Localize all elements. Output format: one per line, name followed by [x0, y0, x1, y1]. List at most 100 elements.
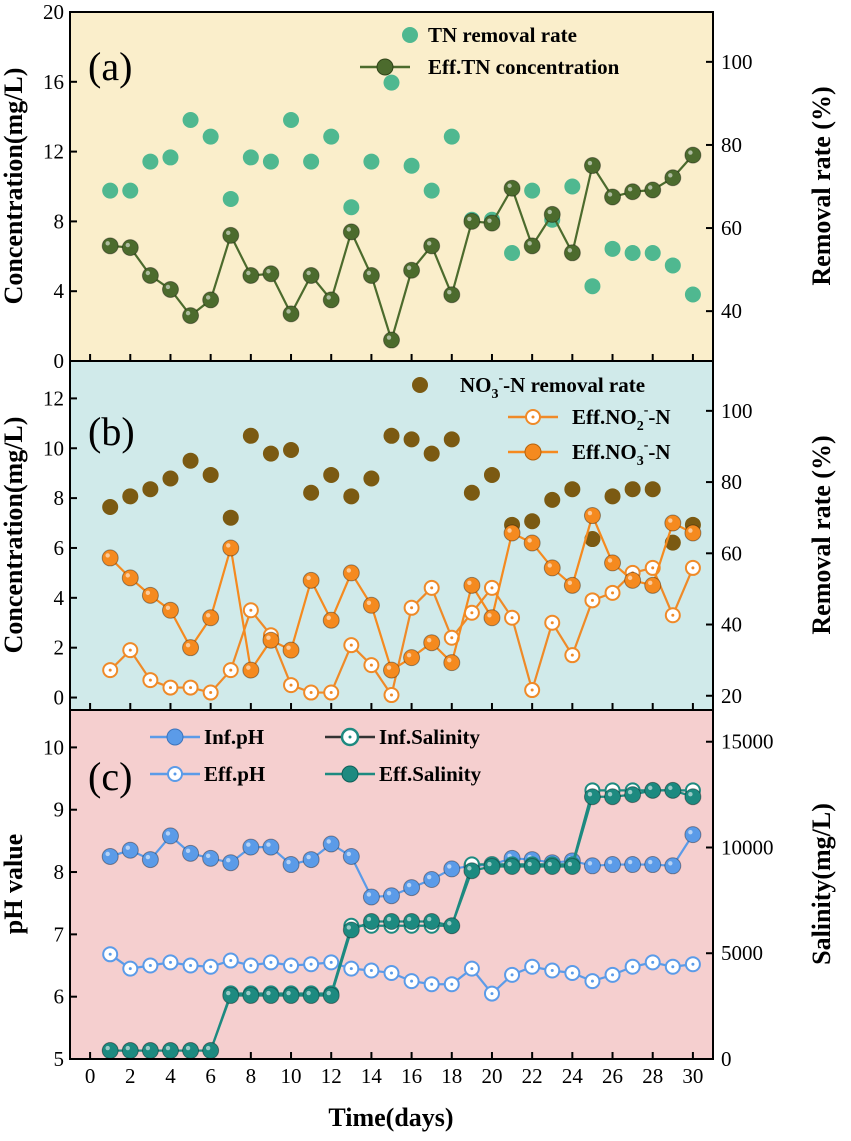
x-tick-label: 24: [562, 1064, 584, 1088]
panel-b-series-1-point-dot: [430, 586, 434, 590]
panel-a-label: (a): [88, 44, 132, 89]
panel-a-series-1-point-highlight: [266, 269, 271, 274]
panel-b-series-0-point: [463, 484, 480, 501]
panel-c-series-1-point-dot: [329, 960, 333, 964]
panel-b-left-tick-label: 10: [43, 436, 64, 460]
panel-b-series-1-point-dot: [108, 668, 112, 672]
panel-c-series-3-point: [222, 987, 240, 1005]
panel-b-series-0-point: [604, 488, 621, 505]
panel-b-series-2-point: [604, 554, 622, 572]
panel-a-series-0-point: [142, 153, 159, 170]
panel-b-series-2-point: [101, 549, 119, 567]
panel-a-series-1-point-highlight: [607, 192, 613, 197]
panel-a-series-1-point: [483, 214, 501, 232]
panel-c-series-1-point-dot: [390, 971, 393, 975]
panel-a-series-1-point-highlight: [125, 242, 130, 248]
panel-a-series-1-point-highlight: [346, 227, 352, 232]
panel-b-series-0-point: [303, 484, 320, 501]
panel-b-series-1-point-dot: [410, 606, 414, 610]
panel-c-series-3-point: [262, 987, 280, 1005]
legend-b-removal-marker: [412, 377, 428, 393]
panel-c-series-0-point: [182, 844, 200, 862]
panel-b-series-2-point: [242, 661, 260, 679]
panel-b-series-2-point: [362, 596, 380, 614]
panel-b-left-tick-label: 4: [54, 586, 65, 610]
panel-b-series-0-point: [524, 513, 541, 530]
panel-c-series-3-point-highlight: [587, 792, 593, 797]
panel-b-series-2-point: [262, 631, 280, 649]
panel-c-series-3-point-highlight: [366, 916, 372, 922]
panel-b-series-2-point-highlight: [246, 665, 251, 670]
panel-a-left-tick-label: 16: [43, 70, 64, 94]
panel-a-series-1-point-highlight: [627, 187, 633, 192]
panel-a-series-1-point: [583, 157, 601, 175]
panel-c-series-3-point: [624, 786, 642, 804]
panel-b-series-0-point: [644, 481, 661, 498]
panel-b-series-0-point: [102, 499, 119, 516]
panel-a-series-1-point: [161, 280, 179, 298]
panel-b-series-1-point-dot: [530, 688, 534, 692]
panel-c-series-1-point-dot: [450, 982, 454, 986]
panel-a-series-1-point-highlight: [547, 209, 552, 215]
panel-c-series-1-point-dot: [269, 960, 273, 964]
panel-c-series-1-point-dot: [490, 992, 494, 996]
panel-c-series-1-point-dot: [148, 964, 152, 968]
panel-a-series-1-point-highlight: [286, 309, 291, 314]
panel-c-series-3-point-highlight: [145, 1045, 151, 1051]
panel-a-series-1-point-highlight: [447, 289, 452, 295]
panel-b-series-2-point-highlight: [426, 637, 432, 643]
panel-c-series-3-point-highlight: [607, 792, 613, 797]
panel-a-series-0-point: [524, 182, 541, 199]
panel-b-series-2-point-highlight: [447, 657, 452, 663]
panel-b-right-axis-title: Removal rate (%): [807, 435, 836, 634]
panel-a-series-0-point: [604, 240, 621, 257]
panel-c-right-tick-label: 5000: [721, 941, 763, 965]
panel-c-series-1-point-dot: [168, 960, 172, 964]
panel-a-series-1-point-highlight: [105, 241, 110, 246]
panel-c-series-0-point-highlight: [105, 851, 110, 857]
panel-b-series-0-point: [283, 442, 300, 459]
panel-c-series-1-point-dot: [631, 965, 635, 969]
panel-c-series-3-point-highlight: [205, 1045, 211, 1051]
panel-b-series-2-point-highlight: [226, 543, 231, 548]
x-tick-label: 16: [401, 1064, 422, 1088]
panel-a-series-1-point: [624, 183, 642, 201]
x-tick-label: 30: [682, 1064, 703, 1088]
panel-a-series-1-point: [141, 266, 159, 284]
legend-c-eff-sal-text: Eff.Salinity: [379, 762, 482, 786]
panel-c-series-1-point-dot: [309, 962, 313, 966]
panel-c-series-3-point-highlight: [648, 785, 653, 791]
panel-c-series-3-point-highlight: [165, 1045, 171, 1051]
panel-b-series-1-point-dot: [470, 611, 474, 615]
panel-b-series-2-point: [202, 609, 220, 627]
panel-b-series-2-point-highlight: [125, 573, 130, 578]
panel-c-series-1-point-dot: [209, 965, 213, 969]
legend-c: Inf.pH Inf.Salinity Eff.pH Eff.Salinity: [150, 725, 482, 786]
panel-c-series-0-point-highlight: [587, 861, 593, 866]
panel-c-series-3-point-highlight: [467, 866, 472, 871]
panel-b-series-2-point-highlight: [266, 635, 271, 640]
panel-c-series-0-point: [604, 856, 622, 874]
x-tick-label: 26: [602, 1064, 623, 1088]
panel-a-series-0-point: [242, 149, 259, 166]
panel-b-series-2-point: [383, 661, 400, 679]
panel-b-series-2-point: [403, 649, 421, 667]
panel-b-series-2-point-highlight: [286, 645, 291, 650]
panel-a-series-0-point: [564, 178, 581, 195]
panel-b-series-2-point-highlight: [507, 528, 512, 533]
legend-c-inf-sal-dot: [348, 735, 352, 739]
panel-c-series-3-point-highlight: [627, 789, 633, 795]
panel-c-left-tick-label: 9: [54, 798, 65, 822]
panel-c-series-0-point-highlight: [185, 848, 191, 854]
panel-a-series-0-point: [262, 153, 279, 170]
panel-b-right-tick-label: 40: [721, 613, 742, 637]
x-tick-label: 0: [85, 1064, 96, 1088]
panel-c-series-3-point: [101, 1042, 119, 1060]
panel-b-series-2-point: [483, 609, 501, 627]
panel-c-series-0-point-highlight: [607, 859, 613, 865]
panel-a-series-1-point: [242, 266, 260, 284]
panel-b-series-0-point: [624, 481, 641, 498]
panel-b-series-2-point-highlight: [346, 568, 352, 573]
panel-a-series-0-point: [162, 149, 179, 166]
panel-c-series-0-point-highlight: [366, 892, 372, 897]
